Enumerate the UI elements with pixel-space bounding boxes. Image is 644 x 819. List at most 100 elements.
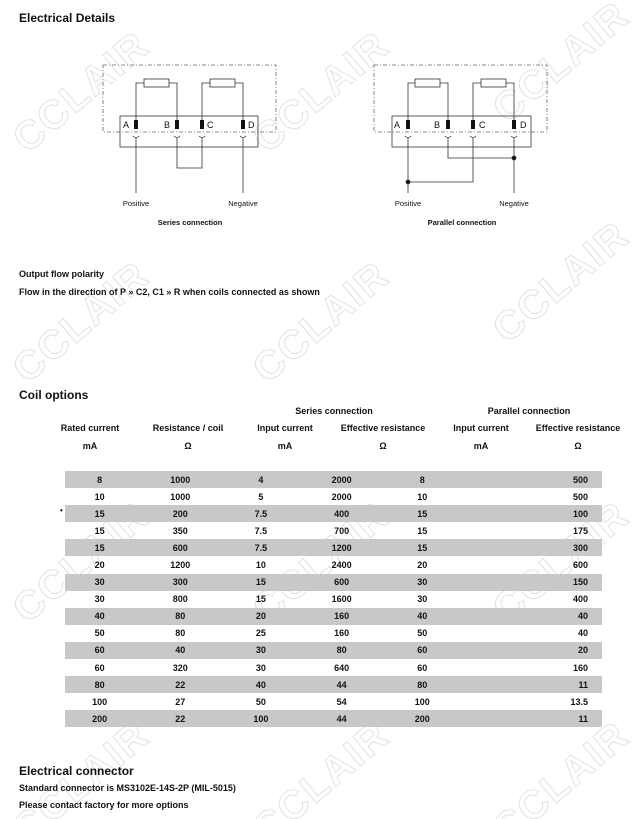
table-row: 15 200 7.5 400 15 100 xyxy=(65,505,602,523)
column-header-unit: Ω xyxy=(574,441,582,451)
table-cell: 2000 xyxy=(295,471,388,489)
table-row: 60 320 30 640 60 160 xyxy=(65,659,602,676)
table-row: 15 350 7.5 700 15 175 xyxy=(65,522,602,539)
column-header-unit: Ω xyxy=(379,441,387,451)
watermark-logo: CCLAIR xyxy=(244,252,398,392)
table-cell: 20 xyxy=(226,607,296,625)
column-header-label: Input current xyxy=(453,423,509,433)
table-cell: 100 xyxy=(226,710,296,728)
connector-line1: Standard connector is MS3102E-14S-2P (MI… xyxy=(19,783,236,793)
table-cell: 1000 xyxy=(134,471,227,489)
table-cell: 10 xyxy=(94,491,105,502)
coil-options-table: 8 1000 4 2000 8 500 10 1000 5 2000 10 500 15 200 7.5 40… xyxy=(65,471,602,728)
column-header-label: Input current xyxy=(257,423,313,433)
table-cell: 15 xyxy=(65,539,135,557)
electrical-details-title: Electrical Details xyxy=(19,11,116,25)
table-cell: 22 xyxy=(134,710,227,728)
table-cell: 13.5 xyxy=(570,696,588,707)
table-cell: 30 xyxy=(417,594,428,605)
column-header-unit: mA xyxy=(277,441,293,451)
table-cell: 600 xyxy=(295,573,388,591)
column-header-label: Resistance / coil xyxy=(152,423,224,433)
table-cell: 15 xyxy=(417,525,428,536)
table-row: 200 22 100 44 200 11 xyxy=(65,710,602,728)
table-cell: 15 xyxy=(387,539,457,557)
table-cell: 200 xyxy=(65,710,135,728)
table-cell: 800 xyxy=(172,594,188,605)
pin-label-b: B xyxy=(164,120,170,130)
table-cell: 50 xyxy=(417,628,428,639)
table-cell: 300 xyxy=(134,573,227,591)
table-cell: 20 xyxy=(94,560,105,571)
table-cell: 600 xyxy=(134,539,227,557)
column-header-label: Effective resistance xyxy=(535,423,621,433)
table-cell: 160 xyxy=(295,607,388,625)
table-cell: 200 xyxy=(134,505,227,523)
table-cell: 30 xyxy=(255,662,266,673)
table-cell: 22 xyxy=(134,676,227,694)
table-cell: 30 xyxy=(387,573,457,591)
table-cell: 600 xyxy=(572,560,588,571)
table-row: 80 22 40 44 80 11 xyxy=(65,676,602,694)
table-cell: 40 xyxy=(456,607,602,625)
wiring-diagrams: A B C D Positive Negative Series connect… xyxy=(102,64,548,227)
table-cell: 30 xyxy=(226,641,296,660)
table-cell: 50 xyxy=(94,628,105,639)
table-cell: 5 xyxy=(258,491,264,502)
table-row: 50 80 25 160 50 40 xyxy=(65,625,602,642)
parallel-positive-label: Positive xyxy=(395,199,421,208)
parallel-caption: Parallel connection xyxy=(428,218,497,227)
table-cell: 54 xyxy=(336,696,347,707)
table-cell: 60 xyxy=(417,662,428,673)
table-cell: 15 xyxy=(94,525,105,536)
parallel-group-header: Parallel connection xyxy=(487,406,571,416)
table-cell: 8 xyxy=(387,471,457,489)
column-header-label: Rated current xyxy=(60,423,120,433)
table-cell: 11 xyxy=(456,710,602,728)
table-cell: 2400 xyxy=(331,560,352,571)
series-diagram: A B C D Positive Negative Series connect… xyxy=(102,64,277,227)
table-cell: 27 xyxy=(175,696,186,707)
watermark-logo: CCLAIR xyxy=(244,712,398,819)
table-row: 15 600 7.5 1200 15 300 xyxy=(65,539,602,557)
table-cell: 40 xyxy=(577,628,588,639)
pin-label-d: D xyxy=(520,120,527,130)
table-cell: 11 xyxy=(456,676,602,694)
table-row: 10 1000 5 2000 10 500 xyxy=(65,488,602,505)
table-cell: 1600 xyxy=(331,594,352,605)
table-cell: 15 xyxy=(65,505,135,523)
table-cell: 4 xyxy=(226,471,296,489)
table-cell: 500 xyxy=(456,471,602,489)
column-header-unit: mA xyxy=(473,441,489,451)
column-header-unit: Ω xyxy=(184,441,192,451)
table-row: 8 1000 4 2000 8 500 xyxy=(65,471,602,489)
table-cell: 30 xyxy=(94,594,105,605)
table-cell: 1200 xyxy=(295,539,388,557)
series-positive-label: Positive xyxy=(123,199,149,208)
table-cell: 25 xyxy=(255,628,266,639)
table-cell: 60 xyxy=(65,641,135,660)
table-cell: 80 xyxy=(65,676,135,694)
connector-title: Electrical connector xyxy=(19,764,134,778)
pin-label-c: C xyxy=(207,120,214,130)
table-cell: 160 xyxy=(572,662,588,673)
table-row: 100 27 50 54 100 13.5 xyxy=(65,693,602,710)
table-cell: 15 xyxy=(255,594,266,605)
table-cell: 60 xyxy=(94,662,105,673)
table-cell: 40 xyxy=(65,607,135,625)
polarity-title: Output flow polarity xyxy=(19,269,104,279)
table-cell: 100 xyxy=(414,696,430,707)
table-cell: 1200 xyxy=(170,560,191,571)
table-cell: 100 xyxy=(456,505,602,523)
table-cell: 2000 xyxy=(331,491,352,502)
table-cell: 10 xyxy=(255,560,266,571)
table-cell: 1000 xyxy=(170,491,191,502)
table-cell: 500 xyxy=(572,491,588,502)
column-header-unit: mA xyxy=(82,441,98,451)
row-marker: • xyxy=(60,506,63,515)
table-cell: 20 xyxy=(456,641,602,660)
table-cell: 100 xyxy=(92,696,108,707)
table-cell: 60 xyxy=(387,641,457,660)
table-cell: 40 xyxy=(134,641,227,660)
series-negative-label: Negative xyxy=(228,199,258,208)
